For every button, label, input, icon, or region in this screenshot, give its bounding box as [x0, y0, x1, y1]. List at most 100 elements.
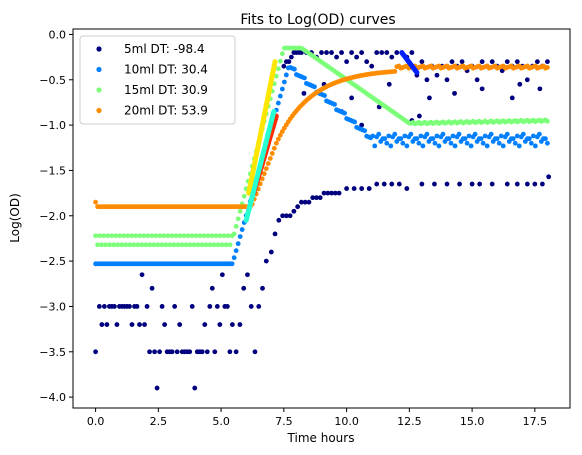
data-point [464, 140, 470, 146]
data-point [157, 349, 163, 355]
data-point [227, 349, 233, 355]
data-point [139, 242, 145, 248]
data-point [174, 349, 180, 355]
data-point [219, 242, 225, 248]
data-point [189, 233, 195, 239]
data-point [301, 90, 307, 96]
data-point [386, 133, 392, 139]
data-point [404, 186, 410, 191]
data-point [93, 233, 98, 239]
data-point [241, 285, 247, 291]
data-point [279, 86, 285, 92]
data-point [129, 233, 135, 239]
x-axis-ticks: 0.0 2.5 5.0 7.5 10.0 12.5 15.0 17.5 [87, 408, 547, 428]
data-point [151, 242, 157, 248]
data-point [444, 181, 450, 187]
data-point [512, 140, 518, 146]
data-point [273, 73, 279, 79]
x-tick-label: 0.0 [87, 415, 105, 428]
data-point [273, 140, 279, 146]
data-point [496, 140, 502, 146]
data-point [209, 285, 215, 291]
y-tick-label: −2.5 [39, 255, 66, 268]
data-point [295, 204, 301, 210]
data-point [457, 181, 462, 187]
data-point [99, 322, 105, 327]
y-tick-label: −3.5 [39, 346, 66, 359]
data-point [427, 95, 432, 101]
x-tick-label: 5.0 [212, 415, 230, 428]
data-point [400, 140, 406, 146]
data-point [374, 181, 380, 187]
data-point [103, 242, 109, 248]
data-point [237, 208, 243, 214]
data-point [231, 231, 237, 237]
data-point [159, 304, 165, 309]
data-point [279, 51, 285, 57]
data-point [127, 304, 132, 309]
data-point [237, 234, 243, 240]
data-point [545, 118, 550, 124]
data-point [344, 59, 349, 65]
data-point [379, 50, 385, 55]
data-point [199, 242, 205, 248]
data-point [389, 54, 395, 60]
data-point [286, 59, 292, 65]
data-point [105, 233, 111, 239]
data-point [299, 199, 304, 205]
data-point [152, 349, 157, 355]
data-point [388, 143, 394, 149]
x-axis-label: Time hours [287, 431, 355, 445]
data-point [248, 304, 254, 309]
data-point [221, 233, 227, 239]
data-point [352, 119, 358, 125]
data-point [402, 133, 408, 139]
data-point [524, 77, 530, 83]
data-point [177, 322, 183, 327]
data-point [165, 233, 171, 239]
data-point [117, 233, 123, 239]
data-point [207, 304, 213, 309]
data-point [217, 233, 223, 239]
data-point [171, 242, 177, 248]
x-tick-label: 10.0 [334, 415, 359, 428]
data-point [281, 63, 287, 69]
data-point [271, 145, 277, 151]
data-point [469, 181, 475, 187]
data-point [374, 50, 380, 55]
data-point [384, 50, 390, 55]
data-point [392, 131, 398, 137]
y-tick-label: −0.5 [39, 74, 66, 87]
data-point [233, 223, 239, 229]
data-point [263, 258, 269, 264]
data-point [366, 186, 372, 191]
fit-line-3 [243, 109, 277, 223]
data-point [193, 233, 199, 239]
y-tick-label: −2.0 [39, 210, 66, 223]
data-point [229, 261, 235, 267]
data-point [332, 101, 337, 107]
data-point [172, 304, 178, 309]
data-point [534, 59, 540, 65]
data-point [144, 304, 150, 309]
data-point [419, 181, 425, 187]
data-point [131, 242, 137, 248]
data-point [430, 136, 436, 142]
data-point [259, 176, 265, 182]
data-point [111, 242, 117, 248]
data-point [528, 140, 534, 146]
data-point [312, 84, 317, 90]
data-point [359, 122, 365, 128]
data-point [227, 242, 233, 248]
data-point [336, 190, 342, 196]
data-point [233, 349, 239, 355]
data-point [514, 181, 520, 187]
data-point [115, 242, 121, 248]
data-point [169, 349, 175, 355]
x-tick-label: 2.5 [150, 415, 168, 428]
data-point [349, 95, 355, 101]
legend-marker [96, 87, 102, 93]
data-point [252, 349, 258, 355]
data-point [359, 186, 365, 191]
data-point [96, 304, 102, 309]
